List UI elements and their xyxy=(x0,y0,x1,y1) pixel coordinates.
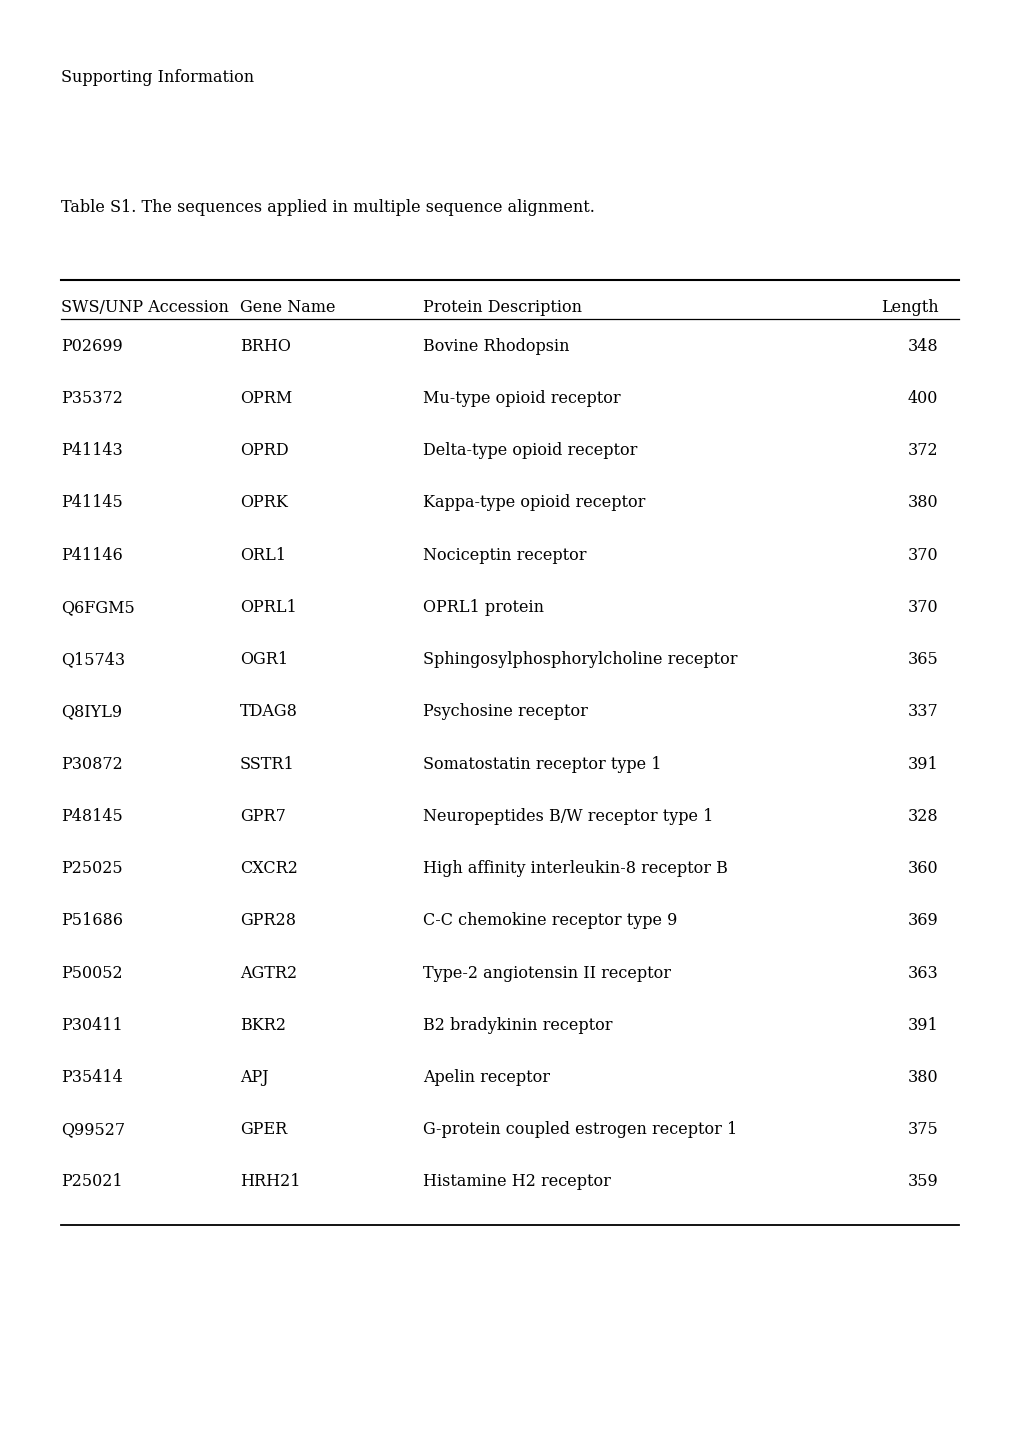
Text: 391: 391 xyxy=(907,756,937,772)
Text: 359: 359 xyxy=(907,1173,937,1190)
Text: Gene Name: Gene Name xyxy=(239,299,335,316)
Text: P25025: P25025 xyxy=(61,860,122,877)
Text: High affinity interleukin-8 receptor B: High affinity interleukin-8 receptor B xyxy=(423,860,728,877)
Text: SWS/UNP Accession: SWS/UNP Accession xyxy=(61,299,229,316)
Text: Somatostatin receptor type 1: Somatostatin receptor type 1 xyxy=(423,756,661,772)
Text: 380: 380 xyxy=(907,495,937,511)
Text: Histamine H2 receptor: Histamine H2 receptor xyxy=(423,1173,610,1190)
Text: Kappa-type opioid receptor: Kappa-type opioid receptor xyxy=(423,495,645,511)
Text: Nociceptin receptor: Nociceptin receptor xyxy=(423,547,586,564)
Text: P41145: P41145 xyxy=(61,495,123,511)
Text: Q8IYL9: Q8IYL9 xyxy=(61,703,122,720)
Text: 363: 363 xyxy=(907,964,937,981)
Text: 370: 370 xyxy=(907,599,937,616)
Text: P30411: P30411 xyxy=(61,1017,123,1033)
Text: 360: 360 xyxy=(907,860,937,877)
Text: Q6FGM5: Q6FGM5 xyxy=(61,599,135,616)
Text: Delta-type opioid receptor: Delta-type opioid receptor xyxy=(423,442,637,459)
Text: Psychosine receptor: Psychosine receptor xyxy=(423,703,588,720)
Text: Bovine Rhodopsin: Bovine Rhodopsin xyxy=(423,338,570,355)
Text: P30872: P30872 xyxy=(61,756,123,772)
Text: TDAG8: TDAG8 xyxy=(239,703,298,720)
Text: 375: 375 xyxy=(907,1121,937,1139)
Text: BKR2: BKR2 xyxy=(239,1017,285,1033)
Text: AGTR2: AGTR2 xyxy=(239,964,297,981)
Text: Type-2 angiotensin II receptor: Type-2 angiotensin II receptor xyxy=(423,964,671,981)
Text: 348: 348 xyxy=(907,338,937,355)
Text: SSTR1: SSTR1 xyxy=(239,756,294,772)
Text: G-protein coupled estrogen receptor 1: G-protein coupled estrogen receptor 1 xyxy=(423,1121,737,1139)
Text: 370: 370 xyxy=(907,547,937,564)
Text: Neuropeptides B/W receptor type 1: Neuropeptides B/W receptor type 1 xyxy=(423,808,713,825)
Text: B2 bradykinin receptor: B2 bradykinin receptor xyxy=(423,1017,612,1033)
Text: P41146: P41146 xyxy=(61,547,123,564)
Text: ORL1: ORL1 xyxy=(239,547,285,564)
Text: 391: 391 xyxy=(907,1017,937,1033)
Text: P02699: P02699 xyxy=(61,338,123,355)
Text: P48145: P48145 xyxy=(61,808,123,825)
Text: 365: 365 xyxy=(907,651,937,668)
Text: HRH21: HRH21 xyxy=(239,1173,300,1190)
Text: 372: 372 xyxy=(907,442,937,459)
Text: Supporting Information: Supporting Information xyxy=(61,69,254,87)
Text: Q99527: Q99527 xyxy=(61,1121,125,1139)
Text: OGR1: OGR1 xyxy=(239,651,287,668)
Text: 380: 380 xyxy=(907,1069,937,1087)
Text: P51686: P51686 xyxy=(61,912,123,929)
Text: P35372: P35372 xyxy=(61,390,123,407)
Text: P41143: P41143 xyxy=(61,442,123,459)
Text: GPR7: GPR7 xyxy=(239,808,285,825)
Text: Apelin receptor: Apelin receptor xyxy=(423,1069,550,1087)
Text: GPER: GPER xyxy=(239,1121,286,1139)
Text: 337: 337 xyxy=(907,703,937,720)
Text: C-C chemokine receptor type 9: C-C chemokine receptor type 9 xyxy=(423,912,677,929)
Text: GPR28: GPR28 xyxy=(239,912,296,929)
Text: Table S1. The sequences applied in multiple sequence alignment.: Table S1. The sequences applied in multi… xyxy=(61,199,594,216)
Text: BRHO: BRHO xyxy=(239,338,290,355)
Text: Length: Length xyxy=(880,299,937,316)
Text: 328: 328 xyxy=(907,808,937,825)
Text: P35414: P35414 xyxy=(61,1069,123,1087)
Text: OPRK: OPRK xyxy=(239,495,287,511)
Text: OPRL1 protein: OPRL1 protein xyxy=(423,599,544,616)
Text: P50052: P50052 xyxy=(61,964,122,981)
Text: OPRM: OPRM xyxy=(239,390,291,407)
Text: OPRL1: OPRL1 xyxy=(239,599,297,616)
Text: Protein Description: Protein Description xyxy=(423,299,582,316)
Text: CXCR2: CXCR2 xyxy=(239,860,298,877)
Text: Mu-type opioid receptor: Mu-type opioid receptor xyxy=(423,390,621,407)
Text: Q15743: Q15743 xyxy=(61,651,125,668)
Text: P25021: P25021 xyxy=(61,1173,122,1190)
Text: Sphingosylphosphorylcholine receptor: Sphingosylphosphorylcholine receptor xyxy=(423,651,737,668)
Text: APJ: APJ xyxy=(239,1069,268,1087)
Text: OPRD: OPRD xyxy=(239,442,288,459)
Text: 400: 400 xyxy=(907,390,937,407)
Text: 369: 369 xyxy=(907,912,937,929)
